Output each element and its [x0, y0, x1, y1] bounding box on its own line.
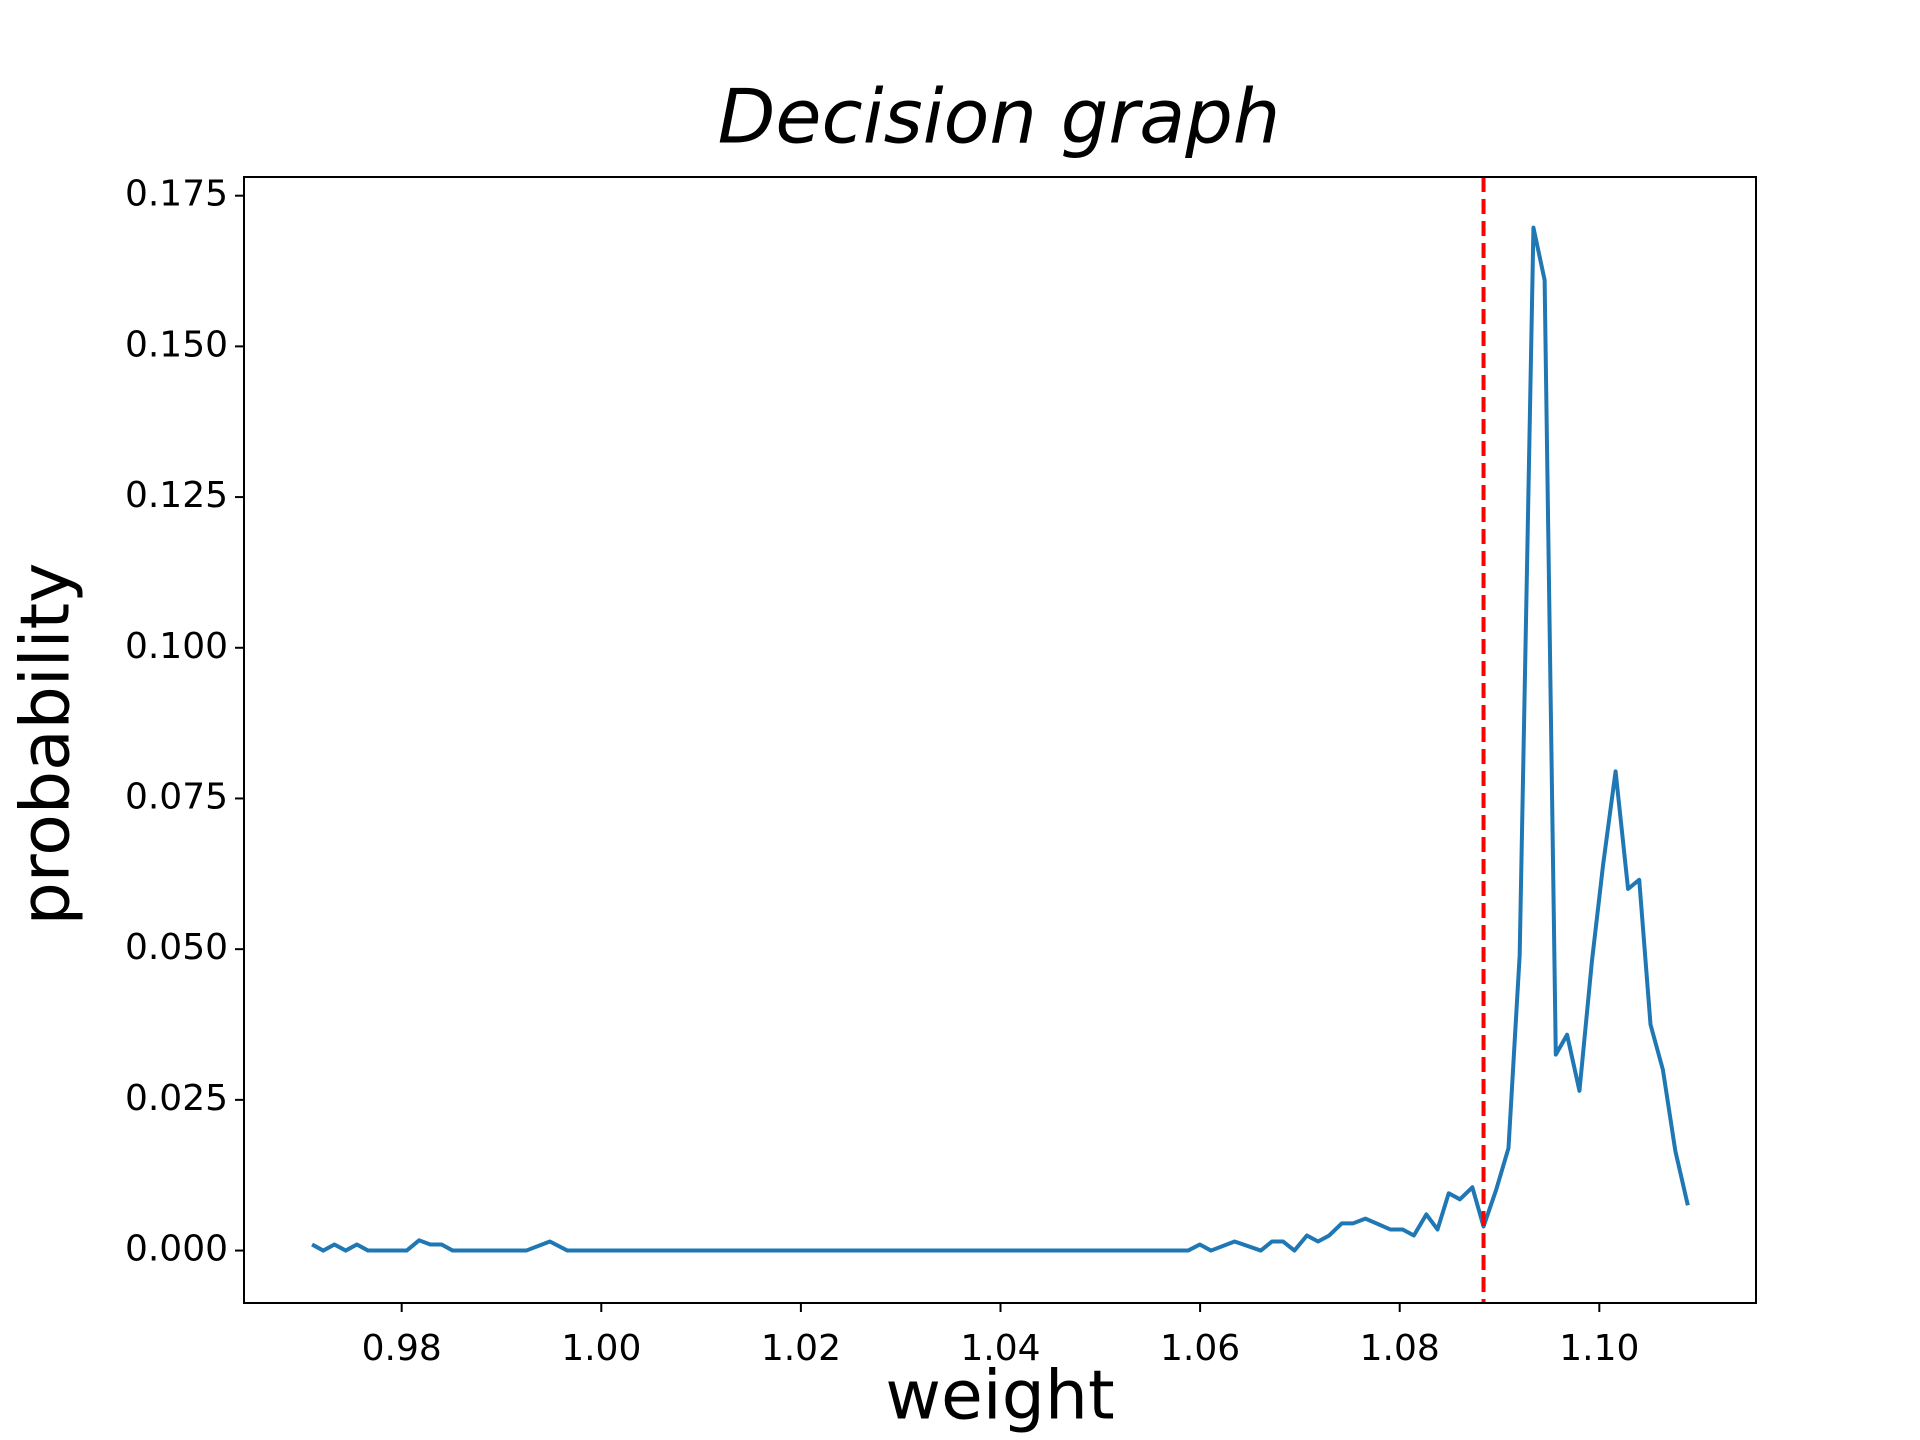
y-tick-label: 0.050 [125, 927, 228, 968]
x-tick-label: 0.98 [362, 1328, 442, 1369]
plot-frame [243, 176, 1757, 1304]
y-tick-label: 0.175 [125, 174, 228, 215]
x-tick-label: 1.10 [1559, 1328, 1639, 1369]
y-tick-label: 0.100 [125, 626, 228, 667]
chart-title: Decision graph [718, 73, 1281, 161]
x-tick-label: 1.08 [1360, 1328, 1440, 1369]
x-tick-label: 1.06 [1160, 1328, 1240, 1369]
x-tick-label: 1.00 [561, 1328, 641, 1369]
y-tick-label: 0.025 [125, 1078, 228, 1119]
x-tick-label: 1.02 [761, 1328, 841, 1369]
y-tick-label: 0.075 [125, 776, 228, 817]
y-tick-label: 0.150 [125, 324, 228, 365]
x-axis-label: weight [885, 1357, 1114, 1436]
data-line [311, 225, 1690, 1253]
y-tick-label: 0.000 [125, 1229, 228, 1270]
y-axis-label: probability [7, 563, 86, 926]
x-tick-label: 1.04 [960, 1328, 1040, 1369]
y-tick-label: 0.125 [125, 475, 228, 516]
